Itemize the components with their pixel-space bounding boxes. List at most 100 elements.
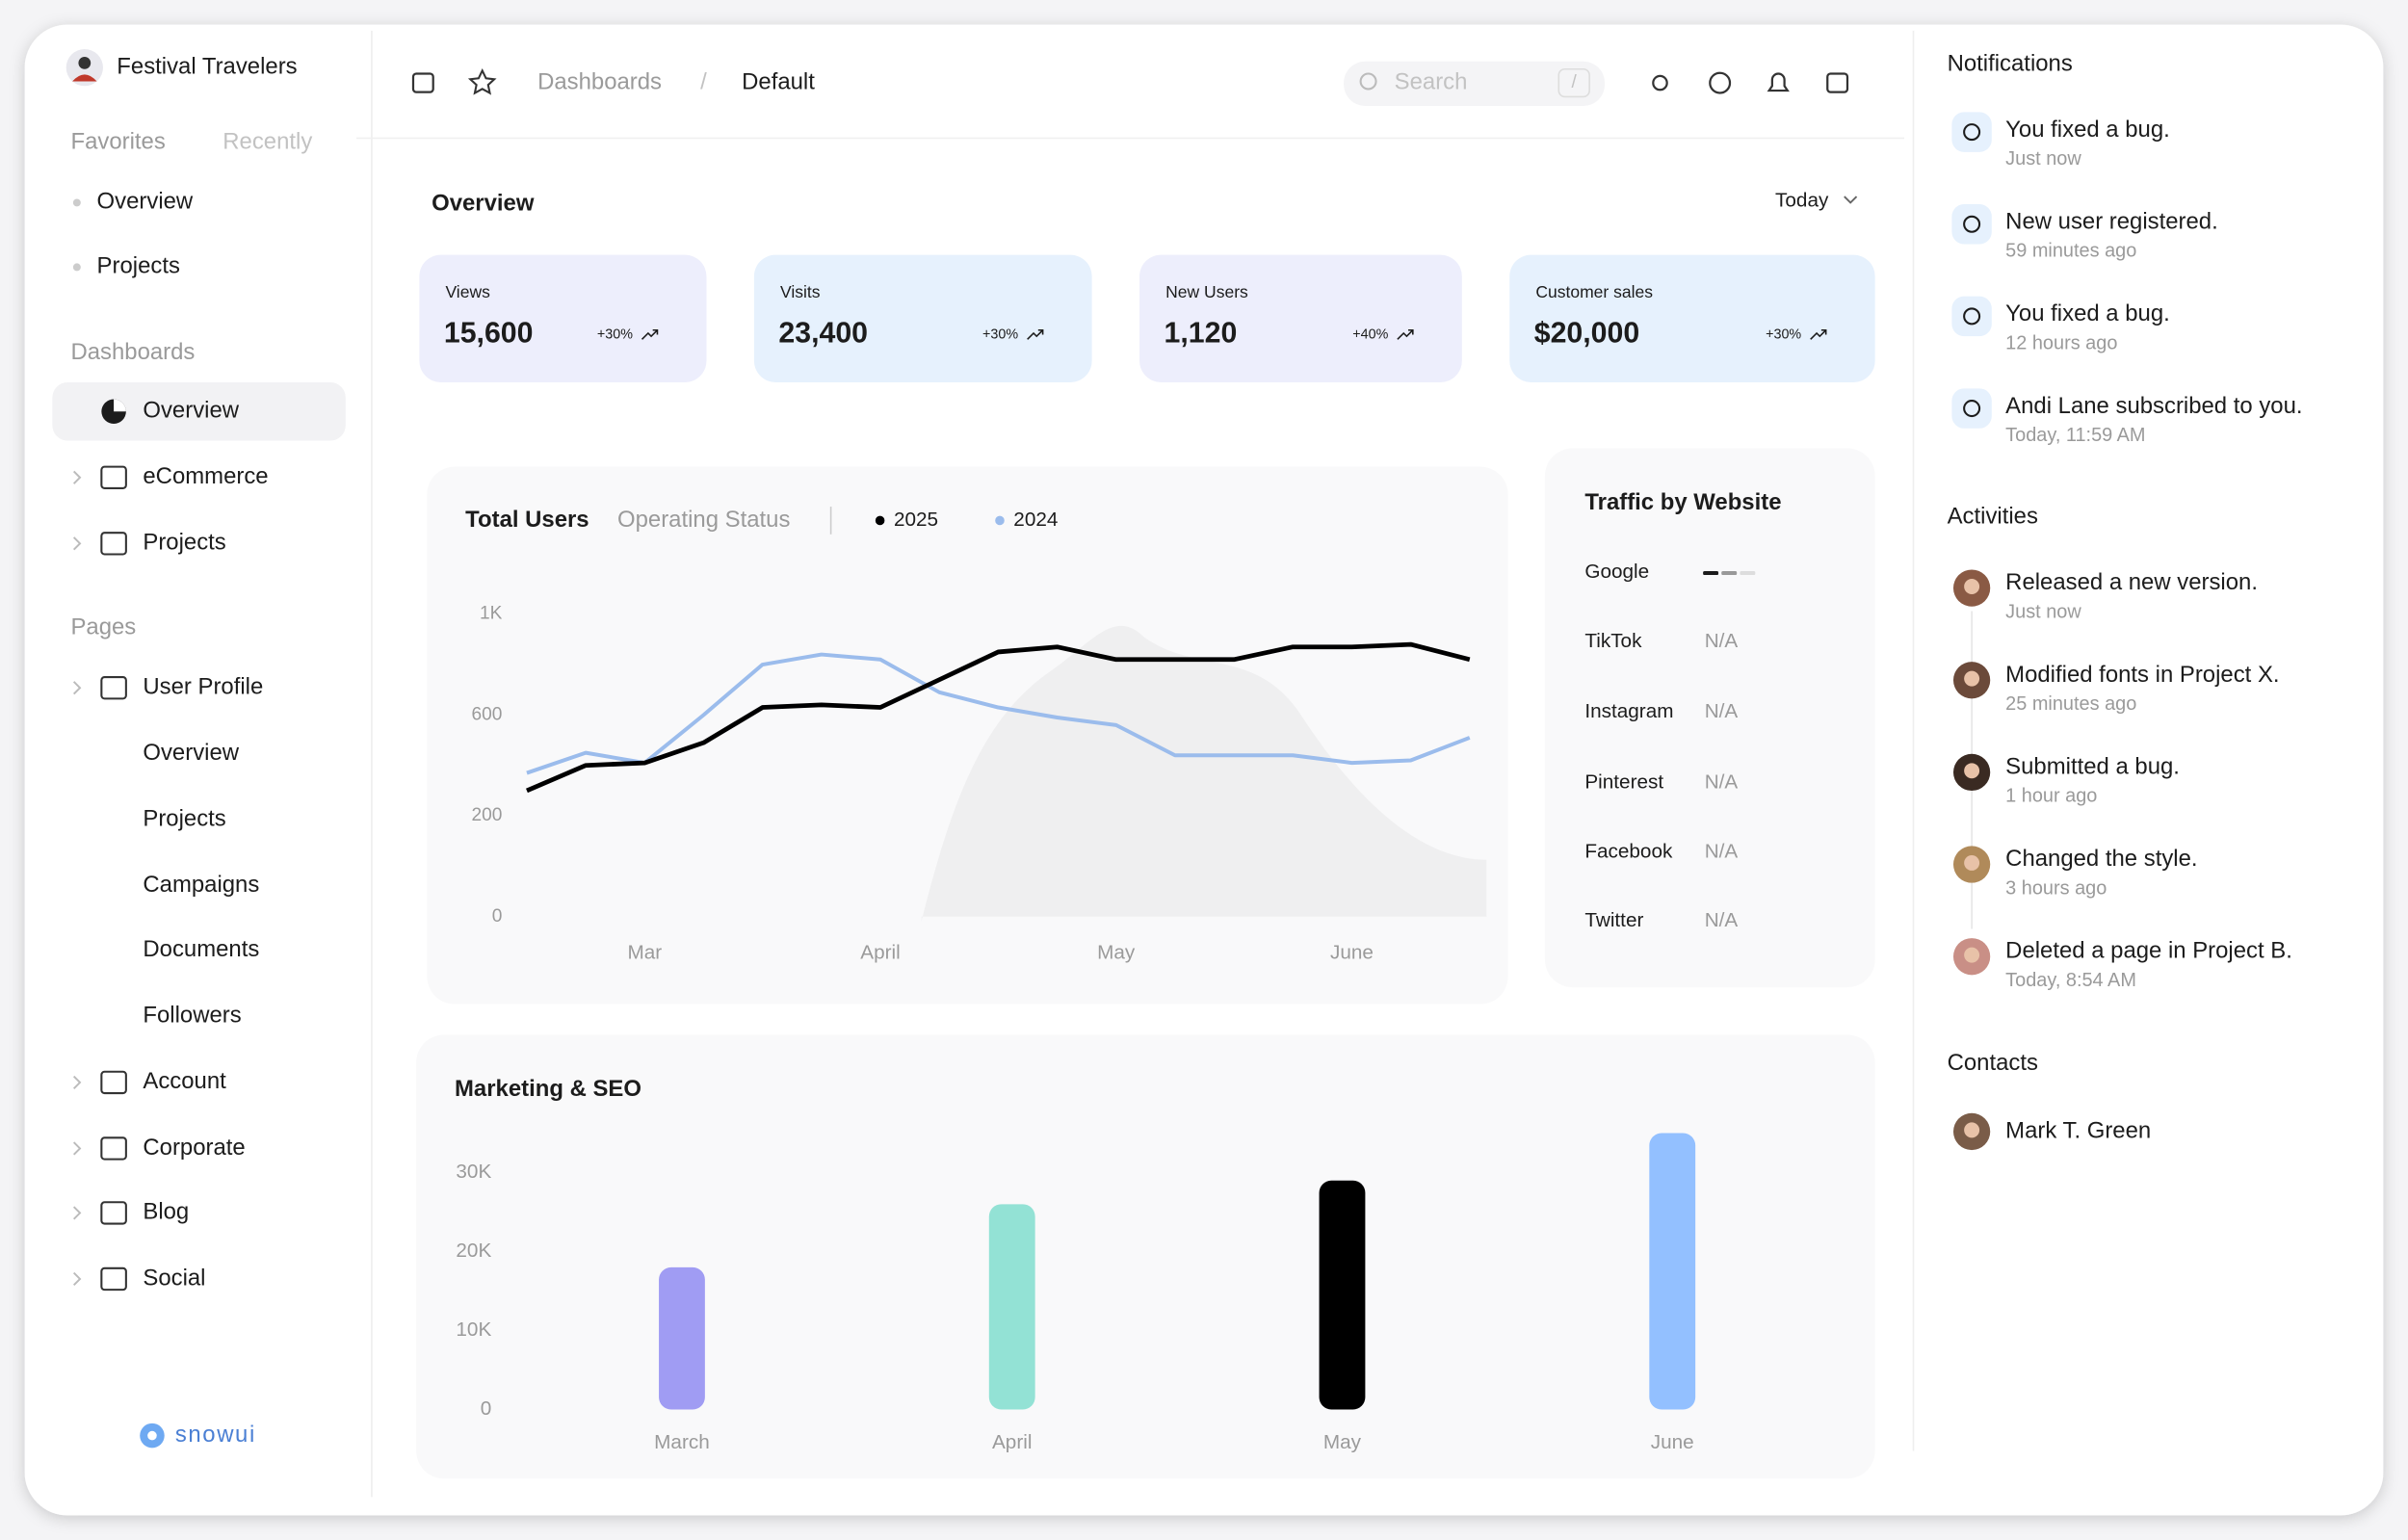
notification-text: You fixed a bug. (2005, 117, 2170, 143)
nav-item[interactable]: Projects (143, 806, 225, 832)
legend-dot (995, 515, 1005, 526)
nav-item[interactable]: Blog (143, 1199, 189, 1225)
notification-glyph (1963, 215, 1981, 233)
site-value: N/A (1705, 700, 1739, 722)
contact-name[interactable]: Mark T. Green (2005, 1117, 2151, 1143)
nav-item[interactable]: Projects (143, 530, 225, 556)
nav-item[interactable]: Followers (143, 1003, 241, 1029)
site-name: Twitter (1584, 909, 1643, 931)
notification-glyph (1963, 400, 1981, 418)
notification-time: Just now (2005, 148, 2081, 170)
theme-icon[interactable] (1652, 74, 1668, 91)
x-tick-label: Mar (627, 941, 662, 963)
notification-time: 12 hours ago (2005, 332, 2117, 353)
line-series (526, 652, 1471, 775)
item-icon (100, 532, 127, 556)
item-icon (100, 1136, 127, 1161)
nav-item[interactable]: Corporate (143, 1135, 245, 1161)
y-tick-label: 0 (481, 1397, 492, 1420)
brand-name: Festival Travelers (117, 53, 297, 79)
nav-item[interactable]: Campaigns (143, 872, 259, 898)
site-value: N/A (1705, 771, 1739, 794)
bar (1319, 1180, 1366, 1410)
chevron (72, 1075, 82, 1089)
notification-glyph (1963, 307, 1981, 326)
panel-toggle[interactable] (1826, 72, 1849, 93)
stat-label: Views (445, 282, 490, 301)
search-icon (1359, 72, 1377, 91)
y-tick-label: 30K (456, 1161, 491, 1183)
notification-icon (1951, 112, 1992, 152)
avatar-face (1964, 763, 1980, 779)
logo-text: snowui (175, 1422, 256, 1448)
chart-title: Total Users (465, 507, 589, 533)
stat-card (1139, 254, 1462, 382)
nav-item[interactable]: Account (143, 1068, 226, 1094)
sidebar-toggle[interactable] (411, 72, 434, 93)
tab[interactable]: Favorites (70, 129, 165, 155)
panel-title: Contacts (1948, 1050, 2038, 1076)
star-icon[interactable] (467, 67, 497, 95)
nav-item[interactable]: Social (143, 1265, 205, 1291)
activity-text: Released a new version. (2005, 569, 2258, 595)
x-tick-label: March (654, 1431, 710, 1453)
chevron (72, 681, 82, 695)
nav-item[interactable]: Documents (143, 936, 259, 962)
stat-change: +30% (597, 326, 633, 342)
line-series (526, 641, 1471, 794)
traffic-card (1544, 448, 1875, 988)
activity-text: Submitted a bug. (2005, 753, 2180, 779)
nav-item[interactable]: Projects (97, 253, 180, 279)
logo: snowui (140, 1422, 256, 1449)
mini-bar (1740, 571, 1756, 576)
stat-value: 23,400 (778, 318, 868, 350)
section-title: Overview (432, 190, 535, 216)
y-tick-label: 20K (456, 1240, 491, 1262)
bullet (72, 263, 81, 272)
nav-item[interactable]: eCommerce (143, 463, 268, 489)
shortcut: / (1572, 72, 1578, 92)
panel-title: Notifications (1948, 50, 2073, 76)
activity-text: Deleted a page in Project B. (2005, 938, 2292, 964)
stat-value: 15,600 (444, 318, 534, 350)
y-tick-label: 1K (480, 604, 503, 624)
activity-time: Just now (2005, 601, 2081, 622)
nav-item[interactable]: Overview (97, 189, 194, 215)
tab[interactable]: Recently (222, 129, 312, 155)
item-icon (100, 1070, 127, 1095)
range-select[interactable]: Today (1775, 189, 1829, 211)
notification-time: 59 minutes ago (2005, 241, 2136, 262)
x-tick-label: May (1323, 1431, 1362, 1453)
item-icon (100, 676, 127, 700)
stat-change: +40% (1352, 326, 1388, 342)
item-icon (114, 399, 126, 412)
stat-label: Visits (780, 282, 821, 301)
breadcrumb[interactable]: Default (742, 68, 815, 94)
activity-time: 25 minutes ago (2005, 693, 2136, 715)
search-placeholder: Search (1395, 68, 1468, 94)
chevron (72, 1206, 82, 1220)
history-icon[interactable] (1709, 71, 1732, 94)
brand-avatar (72, 74, 97, 82)
avatar-face (1964, 670, 1980, 687)
notification-time: Today, 11:59 AM (2005, 425, 2145, 446)
chevron (1844, 196, 1858, 204)
y-tick-label: 600 (472, 704, 503, 724)
card-title: Traffic by Website (1584, 489, 1781, 515)
avatar-face (1964, 1122, 1980, 1138)
y-tick-label: 10K (456, 1318, 491, 1341)
search-box[interactable] (1344, 61, 1606, 107)
avatar-face (1964, 854, 1980, 871)
bell-icon[interactable] (1767, 72, 1790, 92)
nav-item[interactable]: User Profile (143, 674, 263, 700)
chart-tab[interactable]: Operating Status (617, 507, 790, 533)
x-tick-label: May (1097, 941, 1136, 963)
chart-title: Marketing & SEO (455, 1076, 641, 1102)
nav-item[interactable]: Overview (143, 398, 239, 424)
bar (988, 1204, 1035, 1410)
breadcrumb[interactable]: Dashboards (537, 68, 662, 94)
breadcrumb-separator: / (700, 68, 707, 94)
nav-item[interactable]: Overview (143, 740, 239, 766)
section-label: Pages (70, 613, 136, 639)
